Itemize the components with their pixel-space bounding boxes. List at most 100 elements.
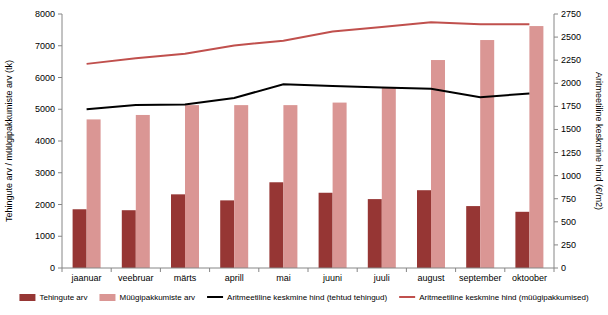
legend-label: Müügipakkumiste arv bbox=[119, 293, 195, 302]
tick-label: 2000 bbox=[561, 78, 581, 88]
tick bbox=[554, 175, 558, 176]
tick-label: 1000 bbox=[35, 231, 55, 241]
tick-label: 250 bbox=[561, 240, 576, 250]
bar bbox=[171, 194, 185, 268]
tick-label: 500 bbox=[561, 217, 576, 227]
category-tick bbox=[209, 268, 210, 272]
category-tick bbox=[504, 268, 505, 272]
bar bbox=[283, 105, 297, 268]
category-label: aprill bbox=[225, 273, 244, 283]
tick bbox=[554, 244, 558, 245]
category-tick bbox=[406, 268, 407, 272]
line bbox=[87, 22, 530, 64]
tick bbox=[554, 198, 558, 199]
bar bbox=[234, 105, 248, 268]
bar bbox=[368, 199, 382, 268]
category-tick bbox=[160, 268, 161, 272]
bar bbox=[269, 182, 283, 268]
tick-label: 1250 bbox=[561, 148, 581, 158]
tick bbox=[58, 45, 62, 46]
bar bbox=[220, 200, 234, 268]
bar bbox=[73, 209, 87, 268]
tick bbox=[58, 109, 62, 110]
tick bbox=[554, 37, 558, 38]
bar bbox=[382, 87, 396, 268]
legend-item: Tehingute arv bbox=[19, 293, 87, 302]
category-label: mai bbox=[276, 273, 291, 283]
tick bbox=[554, 106, 558, 107]
category-label: jaanuar bbox=[71, 273, 102, 283]
bar bbox=[515, 212, 529, 268]
tick-label: 7000 bbox=[35, 41, 55, 51]
tick-label: 8000 bbox=[35, 9, 55, 19]
tick-label: 4000 bbox=[35, 136, 55, 146]
category-tick bbox=[111, 268, 112, 272]
tick bbox=[554, 152, 558, 153]
category-label: juuni bbox=[322, 273, 342, 283]
tick bbox=[58, 141, 62, 142]
tick-label: 1750 bbox=[561, 101, 581, 111]
tick-label: 2500 bbox=[561, 32, 581, 42]
tick bbox=[58, 14, 62, 15]
tick bbox=[58, 204, 62, 205]
category-tick bbox=[308, 268, 309, 272]
tick-label: 2750 bbox=[561, 9, 581, 19]
tick bbox=[58, 268, 62, 269]
bar bbox=[185, 105, 199, 268]
category-label: september bbox=[459, 273, 502, 283]
tick bbox=[554, 129, 558, 130]
category-label: oktoober bbox=[512, 273, 547, 283]
legend-item: Müügipakkumiste arv bbox=[99, 293, 195, 302]
bar bbox=[480, 40, 494, 268]
bar bbox=[319, 193, 333, 268]
axis-title: Tehingute arv / müügipakkumiste arv (tk) bbox=[4, 60, 14, 222]
tick bbox=[554, 268, 558, 269]
legend-swatch bbox=[207, 296, 223, 298]
plot-area bbox=[73, 22, 544, 268]
legend-item: Aritmeetiline keskmine hind (müügipakkum… bbox=[399, 293, 589, 302]
category-tick bbox=[62, 268, 63, 272]
tick bbox=[58, 236, 62, 237]
tick-label: 3000 bbox=[35, 168, 55, 178]
bar bbox=[136, 115, 150, 268]
legend-label: Aritmeetiline keskmine hind (tehtud tehi… bbox=[227, 293, 387, 302]
tick bbox=[58, 77, 62, 78]
tick bbox=[554, 83, 558, 84]
tick-label: 2000 bbox=[35, 200, 55, 210]
bar bbox=[122, 210, 136, 268]
legend-label: Aritmeetiline keskmine hind (müügipakkum… bbox=[419, 293, 589, 302]
category-tick bbox=[554, 268, 555, 272]
legend-swatch bbox=[99, 294, 115, 301]
tick bbox=[554, 221, 558, 222]
legend-item: Aritmeetiline keskmine hind (tehtud tehi… bbox=[207, 293, 387, 302]
bar bbox=[466, 206, 480, 268]
category-label: märts bbox=[174, 273, 197, 283]
category-label: juuli bbox=[373, 273, 390, 283]
category-tick bbox=[357, 268, 358, 272]
bar bbox=[529, 26, 543, 268]
category-label: veebruar bbox=[118, 273, 154, 283]
tick-label: 5000 bbox=[35, 104, 55, 114]
tick bbox=[554, 14, 558, 15]
tick bbox=[58, 172, 62, 173]
tick-label: 6000 bbox=[35, 73, 55, 83]
legend: Tehingute arv Müügipakkumiste arv Aritmeet… bbox=[19, 293, 588, 302]
legend-label: Tehingute arv bbox=[39, 293, 87, 302]
y2-axis bbox=[554, 14, 555, 268]
axis-title: Aritmeetiline keskmine hind (€/m2) bbox=[594, 72, 604, 210]
bar bbox=[417, 190, 431, 268]
tick bbox=[554, 60, 558, 61]
tick-label: 0 bbox=[50, 263, 55, 273]
tick-label: 0 bbox=[561, 263, 566, 273]
category-label: august bbox=[417, 273, 445, 283]
bar bbox=[87, 119, 101, 268]
bar bbox=[333, 103, 347, 268]
tick-label: 2250 bbox=[561, 55, 581, 65]
legend-swatch bbox=[399, 296, 415, 298]
category-tick bbox=[455, 268, 456, 272]
tick-label: 1000 bbox=[561, 171, 581, 181]
category-tick bbox=[258, 268, 259, 272]
tick-label: 1500 bbox=[561, 124, 581, 134]
line bbox=[87, 84, 530, 109]
legend-swatch bbox=[19, 294, 35, 301]
